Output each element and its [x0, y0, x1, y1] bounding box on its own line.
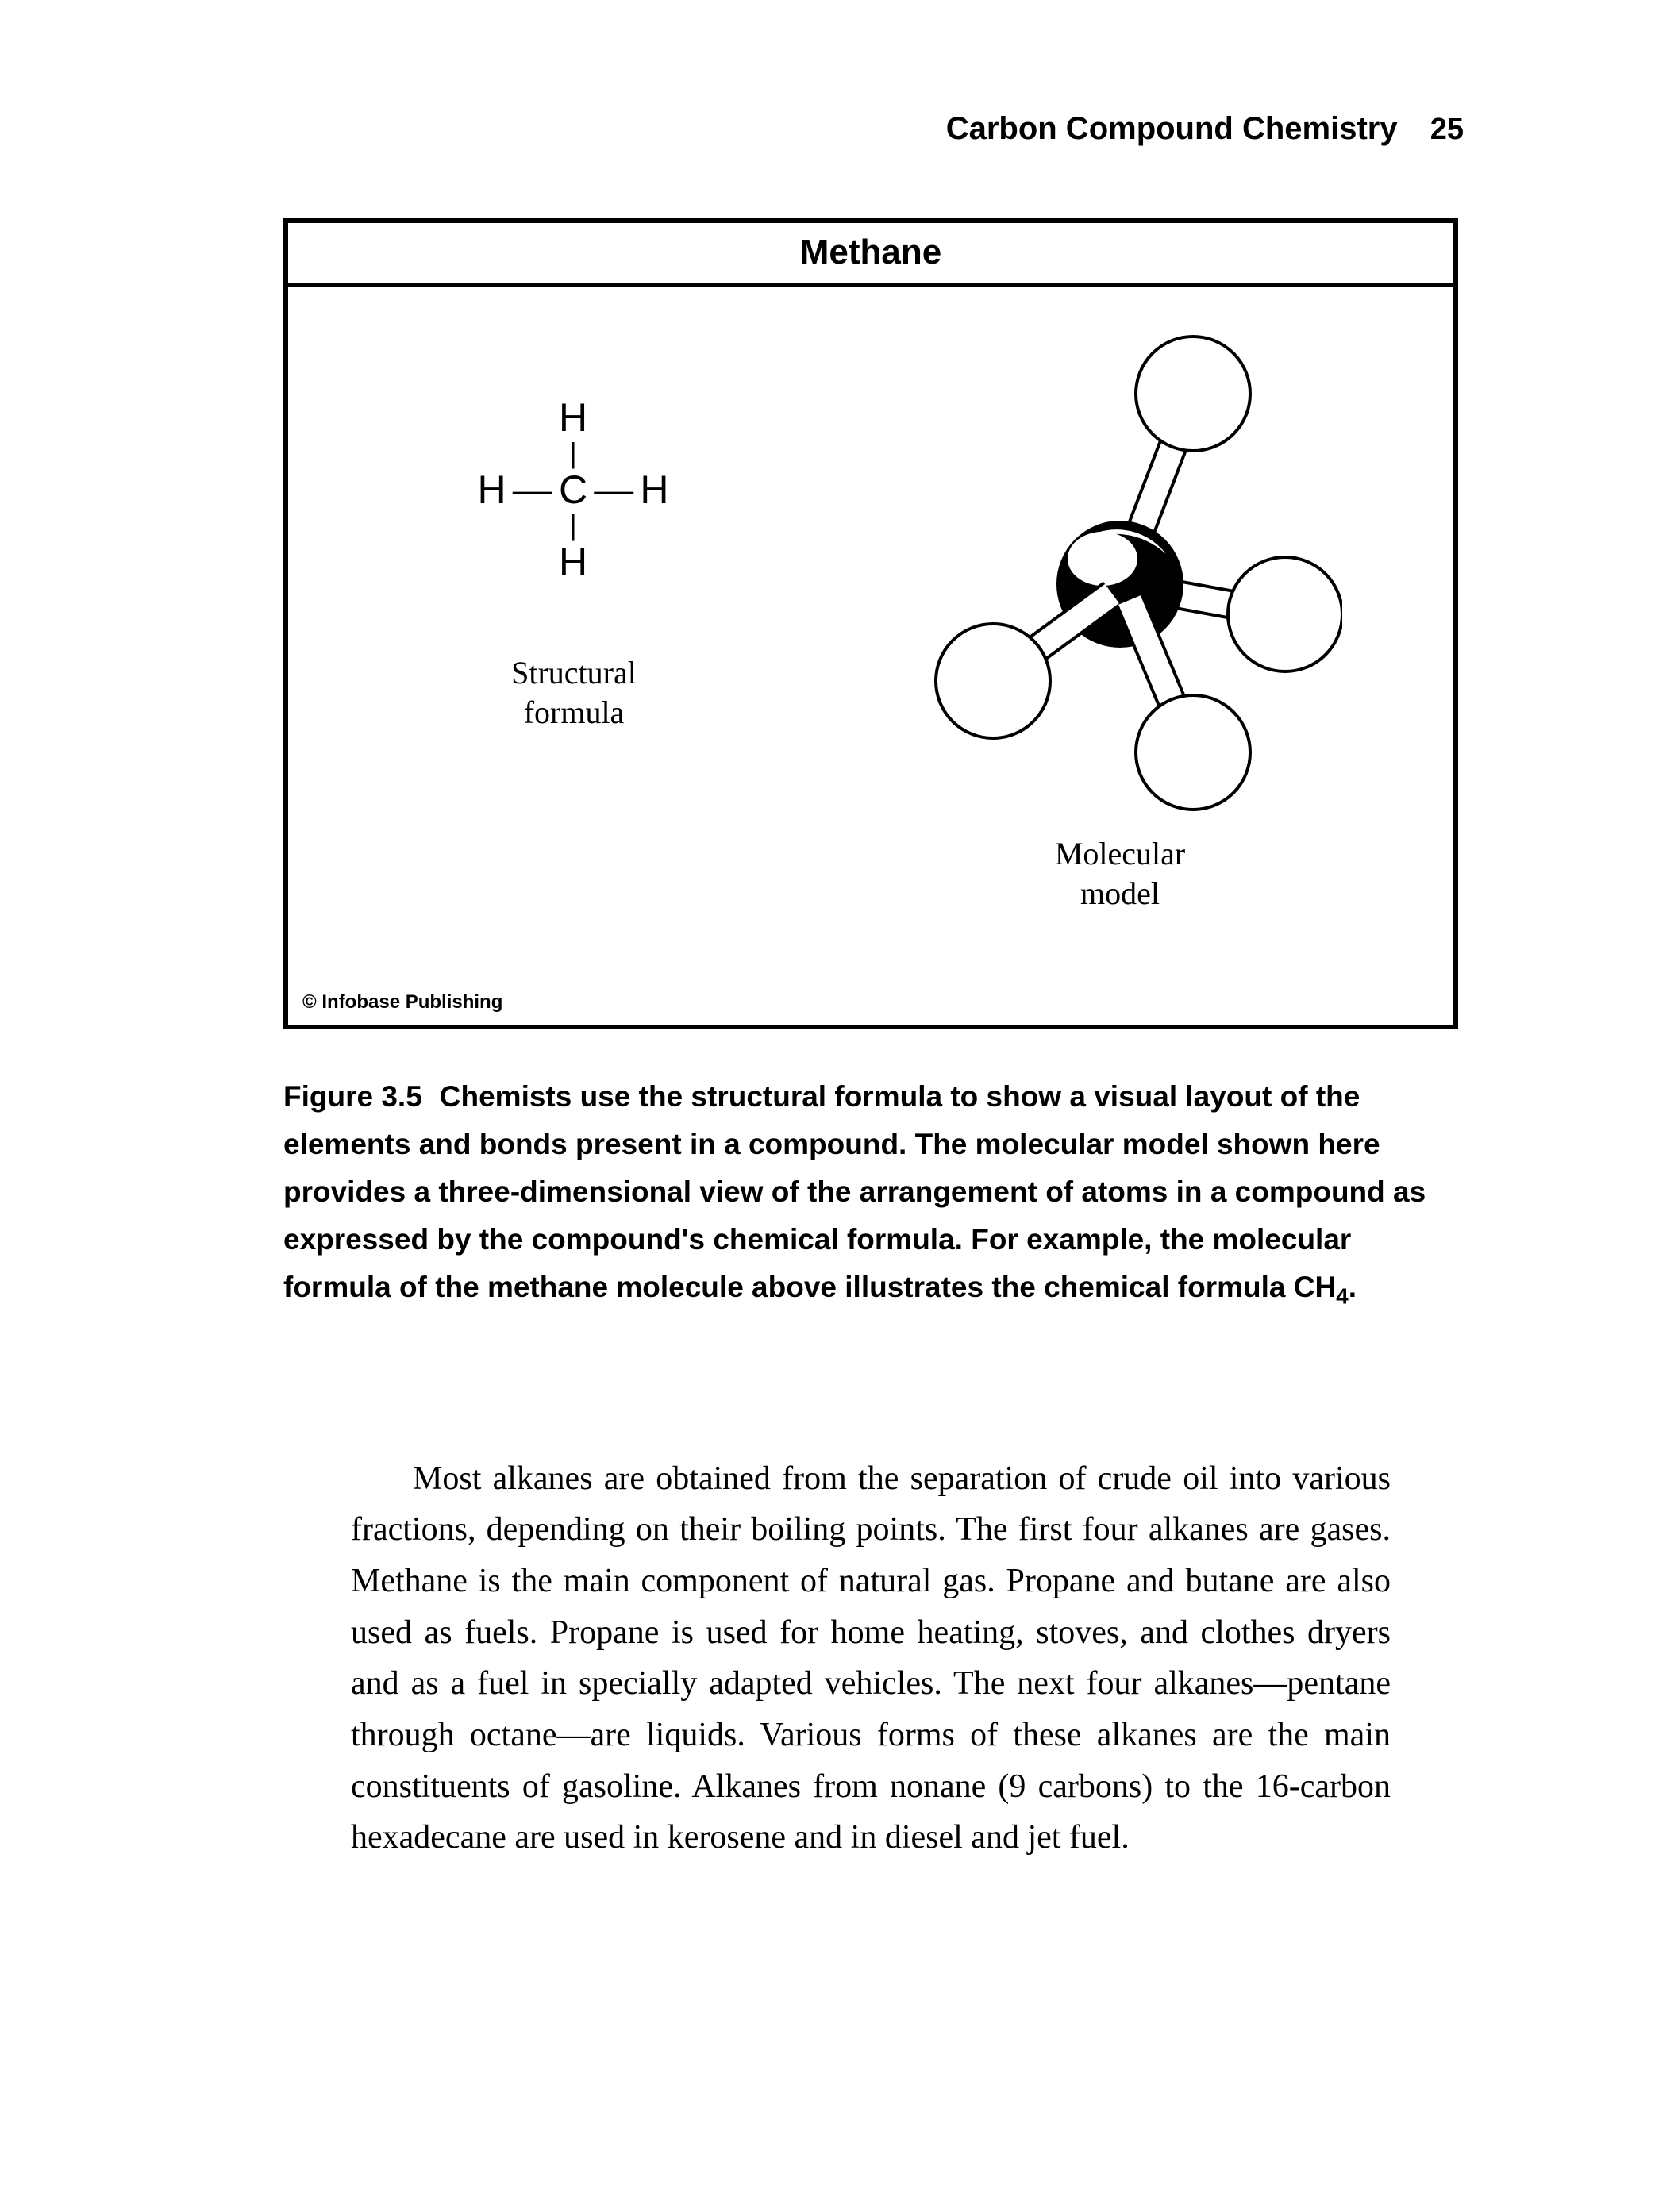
molecular-model-panel: Molecular model — [874, 314, 1366, 914]
hydrogen-atom-icon — [1136, 695, 1250, 810]
caption-text: Chemists use the structural formula to s… — [283, 1080, 1426, 1303]
atom-h-left: H — [477, 467, 507, 512]
figure-number: Figure 3.5 — [283, 1080, 422, 1113]
figure-title: Methane — [288, 223, 1453, 287]
atom-h-top: H — [352, 398, 796, 437]
figure-caption: Figure 3.5Chemists use the structural fo… — [283, 1073, 1458, 1314]
structural-label: Structural formula — [352, 653, 796, 733]
hydrogen-atom-icon — [1228, 557, 1342, 671]
caption-subscript: 4 — [1336, 1283, 1349, 1308]
caption-tail: . — [1349, 1271, 1357, 1303]
bond-vertical-icon: | — [352, 514, 796, 537]
structural-formula-panel: H | H — C — H | H Structural formula — [352, 398, 796, 733]
carbon-highlight-spot — [1068, 532, 1137, 586]
molecular-label: Molecular model — [874, 834, 1366, 914]
figure-copyright: © Infobase Publishing — [302, 991, 502, 1014]
molecular-model-svg — [898, 314, 1342, 822]
bond-vertical-icon: | — [352, 442, 796, 465]
running-header: Carbon Compound Chemistry 25 — [270, 111, 1472, 147]
figure-body: H | H — C — H | H Structural formula — [288, 287, 1453, 1025]
figure-box: Methane H | H — C — H | H Structural for… — [283, 218, 1458, 1029]
atom-h-right: H — [640, 467, 670, 512]
chapter-title: Carbon Compound Chemistry — [946, 111, 1398, 146]
structural-center-row: H — C — H — [352, 470, 796, 510]
body-paragraph: Most alkanes are obtained from the separ… — [351, 1453, 1391, 1864]
page-number: 25 — [1430, 113, 1464, 146]
structural-diagram: H | H — C — H | H — [352, 398, 796, 582]
atom-c: C — [559, 467, 589, 512]
hydrogen-atom-icon — [936, 624, 1050, 738]
atom-h-bottom: H — [352, 542, 796, 582]
hydrogen-atom-icon — [1136, 337, 1250, 451]
